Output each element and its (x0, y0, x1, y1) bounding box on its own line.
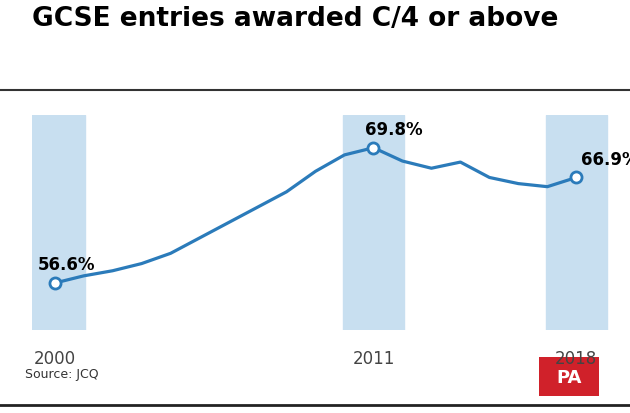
Text: 66.9%: 66.9% (581, 151, 630, 169)
Text: 2011: 2011 (352, 349, 394, 367)
Text: PA: PA (556, 368, 581, 386)
Bar (25, 116, 85, 330)
Text: GCSE entries awarded C/4 or above: GCSE entries awarded C/4 or above (32, 6, 558, 32)
Text: Source: JCQ: Source: JCQ (25, 367, 99, 380)
Text: 69.8%: 69.8% (365, 121, 422, 139)
Bar (343, 116, 404, 330)
Text: 56.6%: 56.6% (37, 255, 94, 273)
Bar (546, 116, 607, 330)
Text: 2018: 2018 (555, 349, 597, 367)
Text: 2000: 2000 (33, 349, 76, 367)
